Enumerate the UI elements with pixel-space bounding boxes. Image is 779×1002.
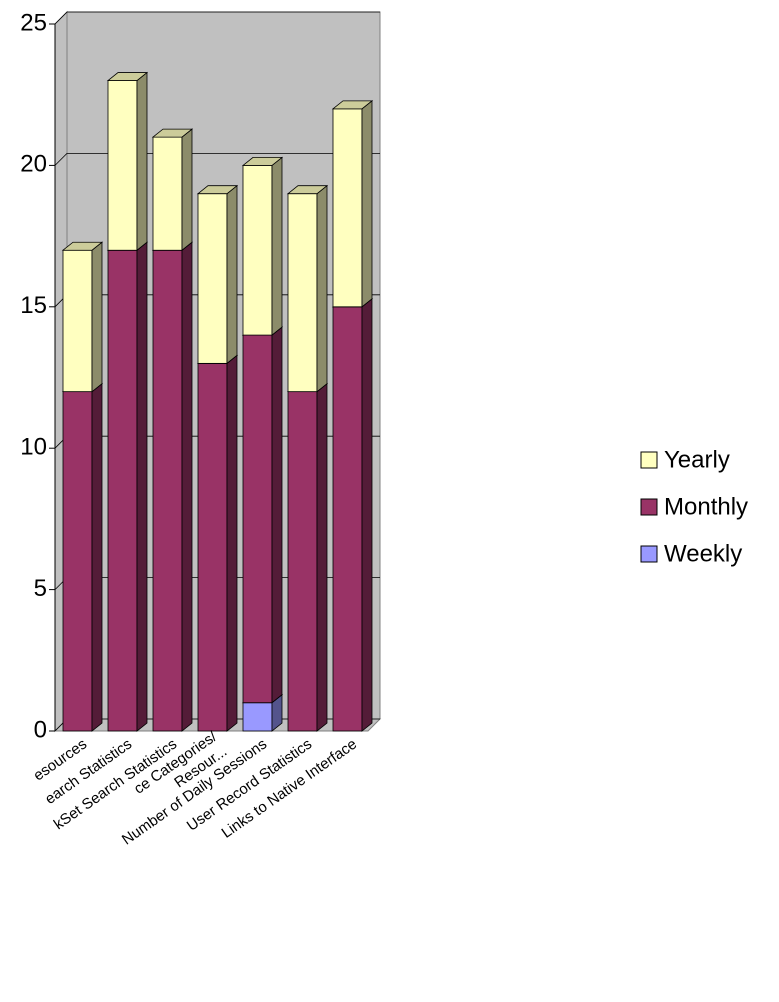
- bar-side: [181, 128, 193, 252]
- bar-front: [287, 391, 318, 732]
- bar-segment: [61, 241, 104, 393]
- bar-segment: [241, 156, 284, 336]
- bar-segment: [196, 184, 239, 365]
- bar-front: [152, 249, 183, 732]
- bar-top: [241, 156, 284, 166]
- bar-side: [361, 100, 373, 308]
- bar-side: [226, 184, 238, 365]
- y-tick-label: 5: [34, 575, 47, 602]
- legend-swatch: [640, 498, 658, 516]
- bar-front: [62, 249, 93, 393]
- bar-segment: [286, 184, 329, 393]
- bar-side: [181, 241, 193, 732]
- bar-segment: [331, 100, 374, 308]
- bar-side: [316, 382, 328, 732]
- bar-top: [286, 185, 329, 195]
- bar-front: [332, 108, 363, 308]
- bar-segment: [241, 326, 284, 704]
- bar-side: [91, 382, 103, 732]
- bar-front: [242, 334, 273, 704]
- bar-segment: [151, 128, 194, 252]
- bar-segment: [331, 297, 374, 732]
- bar-segment: [106, 71, 149, 252]
- bar-top: [196, 185, 239, 195]
- grid-line: [54, 152, 380, 166]
- bar-segment: [151, 241, 194, 732]
- bar-side: [136, 241, 148, 732]
- bar-front: [152, 136, 183, 251]
- bar-side: [271, 326, 283, 704]
- bar-side: [91, 241, 103, 393]
- bar-front: [107, 249, 138, 732]
- bar-top: [106, 72, 149, 81]
- bar-side: [316, 184, 328, 393]
- bar-front: [107, 80, 138, 251]
- y-tick-label: 10: [20, 434, 47, 461]
- bar-front: [197, 362, 228, 732]
- bar-side: [226, 354, 238, 732]
- bar-top: [61, 241, 104, 251]
- bar-front: [197, 193, 228, 364]
- bar-side: [361, 297, 373, 732]
- bar-side: [271, 156, 283, 336]
- y-tick-label: 25: [20, 9, 47, 36]
- legend-label: Weekly: [664, 540, 742, 567]
- grid-line: [54, 11, 380, 25]
- bar-front: [332, 306, 363, 732]
- bar-segment: [286, 382, 329, 732]
- bar-top: [151, 128, 194, 138]
- legend-label: Yearly: [664, 446, 730, 473]
- bar-segment: [61, 382, 104, 732]
- legend-label: Monthly: [664, 493, 748, 520]
- bar-front: [242, 164, 273, 336]
- legend-swatch: [640, 545, 658, 563]
- y-tick-label: 15: [20, 292, 47, 319]
- bar-segment: [196, 354, 239, 732]
- bar-side: [136, 71, 148, 252]
- y-tick-label: 20: [20, 151, 47, 178]
- legend-swatch: [640, 451, 658, 469]
- y-tick-label: 0: [34, 716, 47, 743]
- bar-front: [62, 391, 93, 732]
- bar-top: [331, 100, 374, 110]
- bar-front: [242, 702, 273, 732]
- bar-front: [287, 193, 318, 393]
- bar-segment: [106, 241, 149, 732]
